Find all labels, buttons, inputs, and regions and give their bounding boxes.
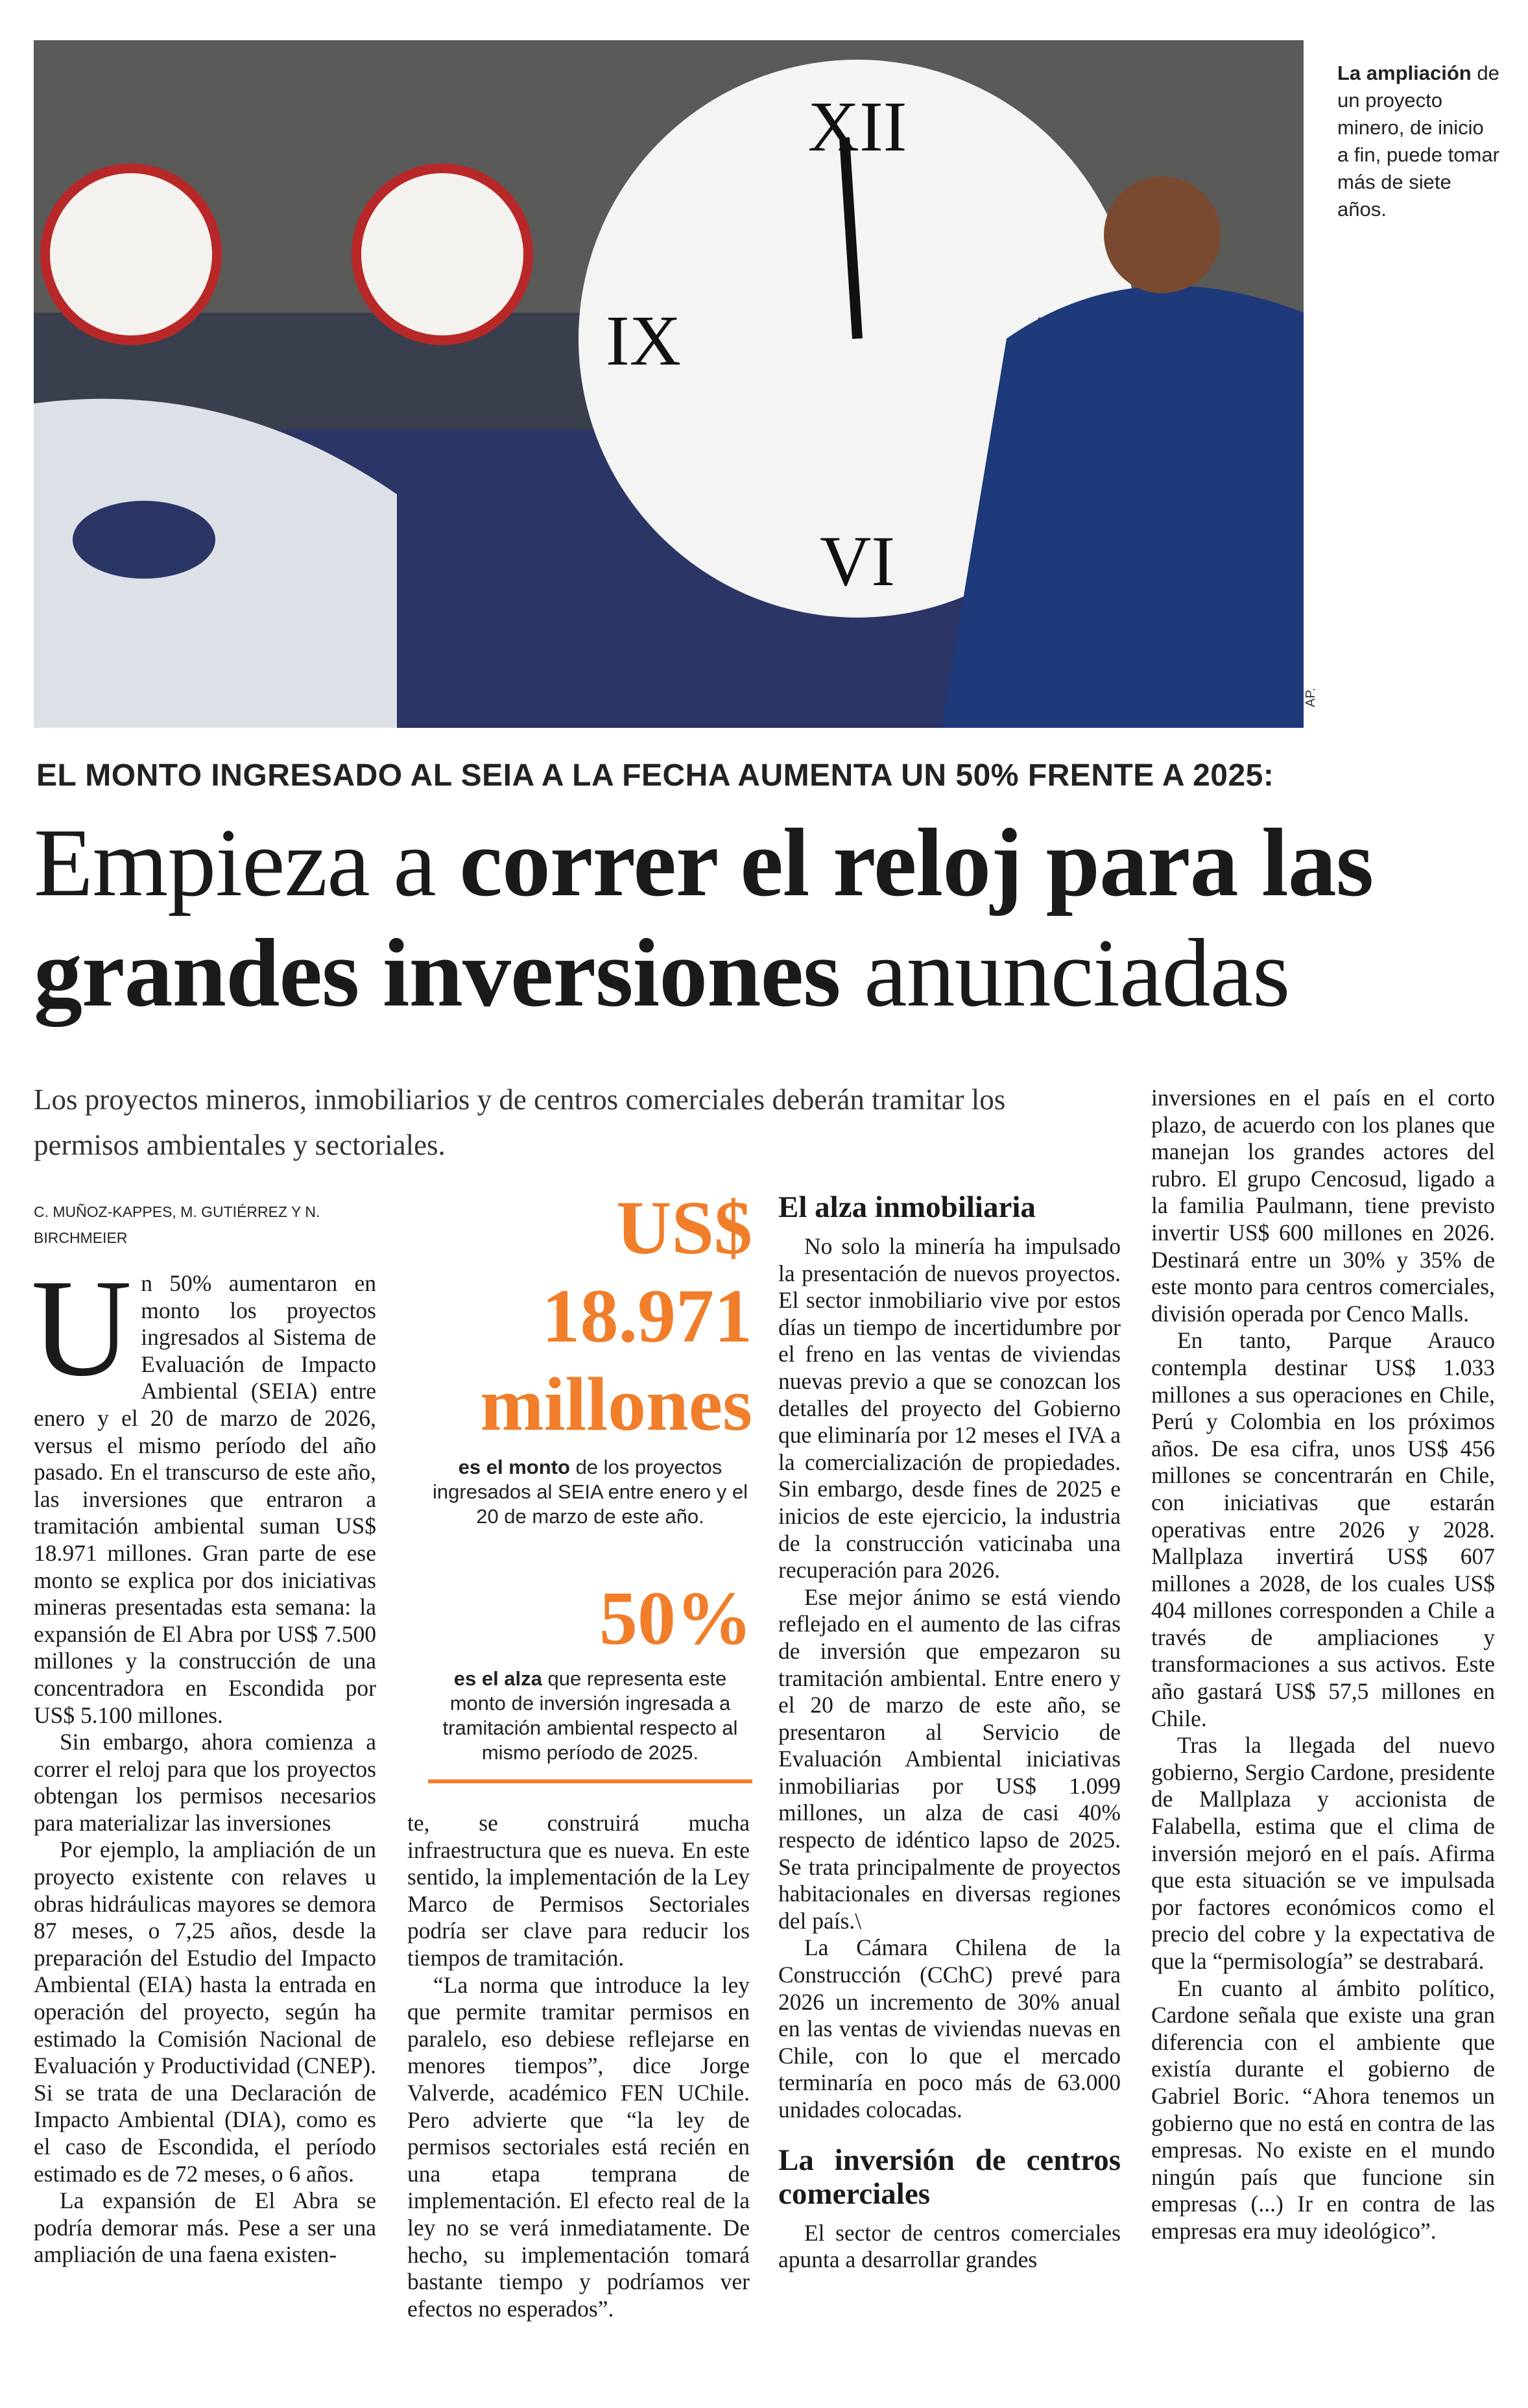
headline-part: anunciadas bbox=[840, 919, 1290, 1027]
paragraph: En tanto, Parque Arauco contempla destin… bbox=[1151, 1327, 1495, 1731]
headline-part: Empieza a bbox=[34, 809, 460, 917]
paragraph: No solo la minería ha impulsado la prese… bbox=[778, 1233, 1121, 1583]
note-bold: es el monto bbox=[458, 1456, 570, 1478]
svg-text:IX: IX bbox=[606, 301, 681, 380]
clock-workshop-photo: XIIIIIIXVI bbox=[34, 40, 1304, 728]
byline: C. MUÑOZ-KAPPES, M. GUTIÉRREZ Y N. BIRCH… bbox=[34, 1203, 320, 1246]
deck: Los proyectos mineros, inmobiliarios y d… bbox=[34, 1083, 1006, 1161]
paragraph: La expansión de El Abra se podría demora… bbox=[34, 2187, 376, 2268]
caption-lead: La ampliación bbox=[1337, 62, 1472, 84]
svg-text:XII: XII bbox=[808, 87, 907, 166]
paragraph: n 50% aumentaron en monto los proyectos … bbox=[34, 1270, 376, 1728]
drop-cap: U bbox=[31, 1250, 132, 1405]
caption-text: de un proyecto minero, de inicio a fin, … bbox=[1337, 62, 1499, 221]
column-4: inversiones en el país en el corto plazo… bbox=[1151, 1085, 1495, 2245]
photo-credit: AP. bbox=[1304, 688, 1318, 707]
highlight-figure: 50% bbox=[599, 1576, 752, 1661]
paragraph: te, se construirá mucha infraestructura … bbox=[407, 1810, 750, 1971]
paragraph: inversiones en el país en el corto plazo… bbox=[1151, 1085, 1495, 1327]
headline-bold: correr el reloj para las grandes inversi… bbox=[34, 809, 1374, 1027]
note-bold: es el alza bbox=[453, 1667, 542, 1690]
paragraph: Por ejemplo, la ampliación de un proyect… bbox=[34, 1836, 376, 2187]
paragraph: En cuanto al ámbito político, Cardone se… bbox=[1151, 1975, 1495, 2244]
headline: Empieza a correr el reloj para las grand… bbox=[34, 808, 1512, 1028]
column-2: te, se construirá mucha infraestructura … bbox=[407, 1810, 750, 2322]
highlight-note: es el alza que representa este monto de … bbox=[428, 1667, 752, 1783]
paragraph: La Cámara Chilena de la Construcción (CC… bbox=[778, 1934, 1121, 2123]
highlight-note: es el monto de los proyectos ingresados … bbox=[428, 1455, 752, 1529]
photo-caption: La ampliación de un proyecto minero, de … bbox=[1337, 60, 1499, 223]
paragraph: Tras la llegada del nuevo gobierno, Serg… bbox=[1151, 1732, 1495, 1974]
paragraph: “La norma que introduce la ley que permi… bbox=[407, 1971, 750, 2322]
highlight-box: US$ 18.971 millones es el monto de los p… bbox=[415, 1184, 752, 1783]
paragraph: El sector de centros comerciales apunta … bbox=[778, 2219, 1121, 2273]
kicker: EL MONTO INGRESADO AL SEIA A LA FECHA AU… bbox=[36, 758, 1274, 793]
subheading: La inversión de centros comerciales bbox=[778, 2143, 1121, 2211]
svg-text:VI: VI bbox=[820, 522, 895, 601]
note-text: de los proyectos ingresados al SEIA entr… bbox=[433, 1456, 748, 1528]
paragraph: Ese mejor ánimo se está viendo reflejado… bbox=[778, 1583, 1121, 1934]
column-3: El alza inmobiliaria No solo la minería … bbox=[778, 1190, 1121, 2274]
note-text: que representa este monto de inversión i… bbox=[442, 1667, 738, 1764]
highlight-figure: US$ 18.971 millones bbox=[480, 1185, 752, 1447]
subheading: El alza inmobiliaria bbox=[778, 1190, 1036, 1224]
paragraph: Sin embargo, ahora comienza a correr el … bbox=[34, 1729, 376, 1836]
